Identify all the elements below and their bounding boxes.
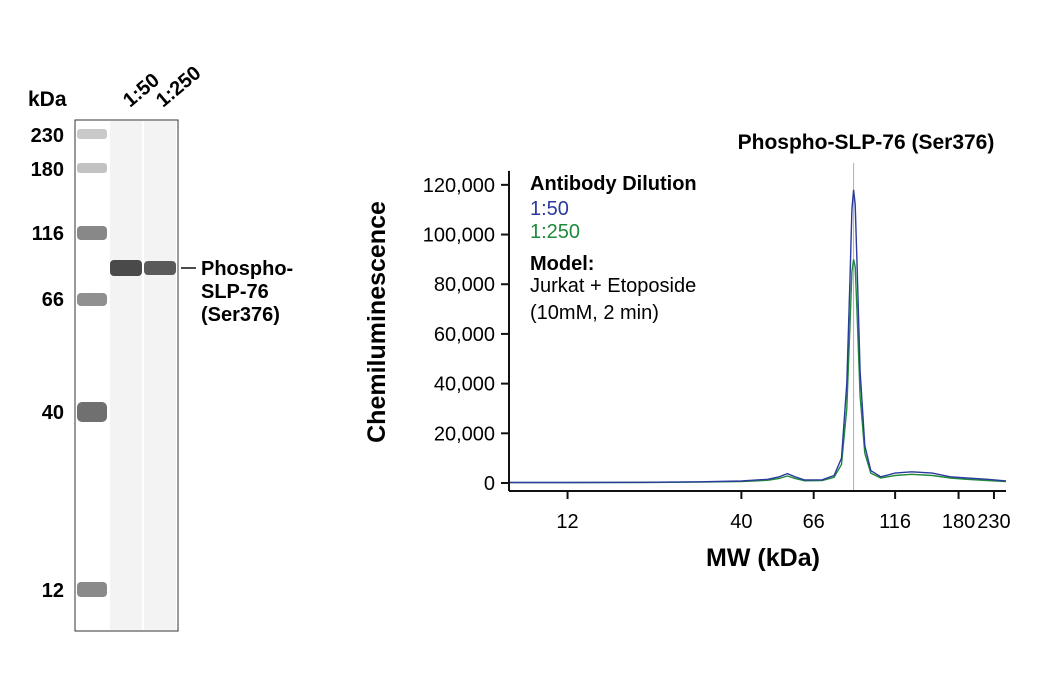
y-tick-label: 100,000 [423,225,495,247]
ladder-band-66 [77,293,107,306]
y-tick-label: 120,000 [423,175,495,197]
x-tick-label: 66 [803,511,825,533]
legend-entry-1-50: 1:50 [530,198,569,220]
x-tick-label: 12 [556,511,578,533]
marker-label-40: 40 [42,402,64,424]
y-tick-label: 60,000 [434,324,495,346]
legend-entry-1-250: 1:250 [530,221,580,243]
band-label-line-2: SLP-76 [201,281,269,303]
y-axis-ticks: 0 20,000 40,000 60,000 80,000 100,000 120,000 [423,175,509,495]
electropherogram-chart: Phospho-SLP-76 (Ser376) 0 20,000 40,000 60,… [363,131,1011,572]
band-label-line-1: Phospho- [201,258,293,280]
x-axis-ticks: 12 40 66 116 180 230 [556,491,1011,533]
sample-band-1-250 [144,261,176,275]
marker-label-66: 66 [42,289,64,311]
x-axis-label: MW (kDa) [706,544,820,572]
blot-unit-label: kDa [28,88,67,111]
ladder-band-12 [77,582,107,597]
legend-title: Antibody Dilution [530,173,697,195]
legend-model-line-1: Jurkat + Etoposide [530,275,696,297]
x-tick-label: 116 [879,511,911,533]
blot-lane-1-50 [110,121,142,630]
chart-title: Phospho-SLP-76 (Ser376) [738,131,995,154]
series-line-1-250 [509,259,1007,484]
y-tick-label: 0 [484,473,495,495]
marker-label-230: 230 [31,125,64,147]
blot-lane-1-250 [144,121,176,630]
legend: Antibody Dilution 1:50 1:250 Model: Jurk… [530,173,697,324]
series-line-1-50 [509,189,1007,484]
blot-panel: kDa 1:50 1:250 230 180 116 66 40 12 Phos… [28,62,293,632]
ladder-band-40 [77,402,107,422]
marker-label-12: 12 [42,580,64,602]
legend-model-line-2: (10mM, 2 min) [530,302,659,324]
x-tick-label: 180 [942,511,975,533]
ladder-band-180 [77,163,107,173]
ladder-band-230 [77,129,107,139]
x-tick-label: 40 [730,511,752,533]
sample-band-1-50 [110,260,142,276]
legend-model-title: Model: [530,253,594,275]
y-tick-label: 80,000 [434,274,495,296]
y-tick-label: 20,000 [434,423,495,445]
band-label-line-3: (Ser376) [201,304,280,326]
marker-label-116: 116 [32,223,64,245]
x-tick-label: 230 [977,511,1010,533]
y-axis-label: Chemiluminescence [363,201,391,443]
y-tick-label: 40,000 [434,374,495,396]
ladder-band-116 [77,226,107,240]
marker-label-180: 180 [31,159,64,181]
